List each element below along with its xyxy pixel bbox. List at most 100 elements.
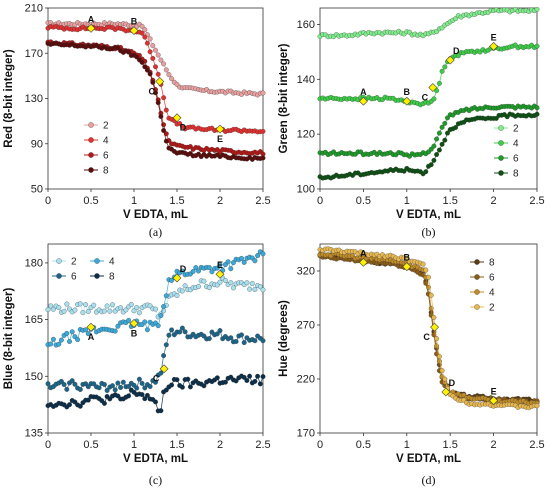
legend-marker	[56, 273, 62, 279]
x-axis-label: V EDTA, mL	[123, 453, 188, 465]
data-point	[241, 374, 247, 380]
y-tick-label: 160	[297, 19, 315, 31]
y-tick-label: 150	[25, 371, 43, 383]
series-2	[45, 20, 266, 98]
x-tick-label: 2	[491, 439, 497, 451]
y-axis-label: Blue (8-bit integer)	[3, 288, 15, 390]
data-point	[228, 280, 234, 286]
data-point	[158, 313, 164, 319]
legend-label: 8	[103, 166, 109, 177]
annotation-marker	[129, 318, 139, 328]
data-point	[163, 67, 169, 73]
data-point	[249, 281, 255, 286]
annotation-label: C	[149, 87, 156, 97]
data-point	[126, 317, 132, 323]
data-point	[139, 59, 145, 65]
data-point	[241, 340, 247, 346]
data-point	[144, 327, 150, 333]
data-point	[166, 72, 172, 78]
legend-marker	[94, 258, 100, 264]
legend-marker	[498, 170, 504, 176]
annotation-label: C	[422, 93, 429, 103]
data-point	[61, 382, 67, 387]
data-point	[134, 305, 140, 310]
data-point	[174, 293, 180, 298]
data-point	[534, 105, 540, 111]
legend-label: 4	[513, 139, 519, 150]
legend-label: 2	[489, 303, 495, 314]
data-point	[136, 310, 142, 316]
data-point	[196, 284, 201, 290]
legend-marker	[474, 289, 480, 295]
data-point	[445, 130, 450, 136]
data-point	[50, 336, 56, 342]
data-point	[439, 368, 445, 374]
y-axis-label: Green (8-bit integer)	[278, 43, 290, 153]
data-point	[214, 375, 220, 381]
data-point	[423, 267, 429, 273]
x-tick-label: 1.5	[169, 195, 184, 207]
data-point	[439, 124, 445, 130]
data-point	[190, 269, 196, 274]
data-point	[404, 255, 410, 261]
data-point	[147, 36, 153, 42]
data-point	[179, 268, 185, 274]
legend-label: 2	[103, 121, 109, 132]
annotation-marker	[430, 322, 440, 332]
series-6	[317, 103, 540, 159]
x-tick-label: 2	[217, 195, 223, 207]
data-point	[206, 336, 212, 342]
legend-label: 8	[109, 272, 115, 283]
series-4	[45, 249, 266, 348]
data-point	[161, 353, 167, 359]
data-point	[144, 40, 150, 46]
legend-marker	[56, 258, 62, 264]
data-point	[142, 27, 148, 33]
data-point	[241, 259, 247, 265]
annotation-label: B	[404, 253, 411, 263]
data-point	[126, 383, 132, 389]
data-point	[436, 147, 442, 153]
data-point	[187, 384, 193, 390]
x-tick-label: 1.5	[443, 439, 458, 451]
chart-panel-hue: 170 220 270 320 0 0.5 1 1.5 2 2.5 V EDTA, mL Hue (d…	[278, 243, 545, 487]
annotation-label: D	[449, 378, 456, 388]
data-point	[436, 80, 442, 86]
legend-marker	[474, 274, 480, 280]
data-point	[179, 384, 185, 390]
annotation-marker	[155, 77, 165, 86]
y-tick-label: 170	[25, 48, 43, 60]
y-tick-label: 90	[31, 138, 43, 150]
data-point	[134, 385, 140, 391]
legend: 2 4 6 8	[52, 257, 115, 283]
x-tick-label: 2.5	[255, 195, 270, 207]
data-point	[442, 376, 448, 382]
data-point	[126, 49, 132, 55]
chart-panel-green: 100 120 140 160 0 0.5 1 1.5 2 2.5 V EDTA, mL Green …	[278, 6, 545, 239]
y-tick-label: 120	[297, 129, 315, 141]
x-tick-label: 0	[45, 195, 51, 207]
data-point	[434, 336, 440, 342]
x-tick-label: 0.5	[356, 439, 371, 451]
data-point	[101, 382, 107, 387]
data-point	[169, 76, 175, 82]
annotation-label: A	[360, 248, 367, 258]
data-point	[177, 329, 183, 335]
y-tick-label: 140	[297, 74, 315, 86]
data-point	[85, 331, 91, 337]
data-point	[61, 308, 67, 314]
data-point	[169, 327, 175, 333]
y-tick-label: 180	[25, 257, 43, 269]
legend-label: 6	[513, 154, 519, 165]
data-point	[142, 385, 148, 391]
legend-marker	[88, 122, 94, 128]
annotation-label: D	[180, 264, 187, 274]
y-tick-label: 100	[297, 184, 315, 196]
data-point	[142, 319, 148, 325]
data-point	[225, 259, 231, 265]
x-axis-label: V EDTA, mL	[123, 209, 188, 221]
data-point	[260, 90, 266, 96]
data-point	[45, 307, 51, 313]
data-point	[428, 292, 434, 298]
